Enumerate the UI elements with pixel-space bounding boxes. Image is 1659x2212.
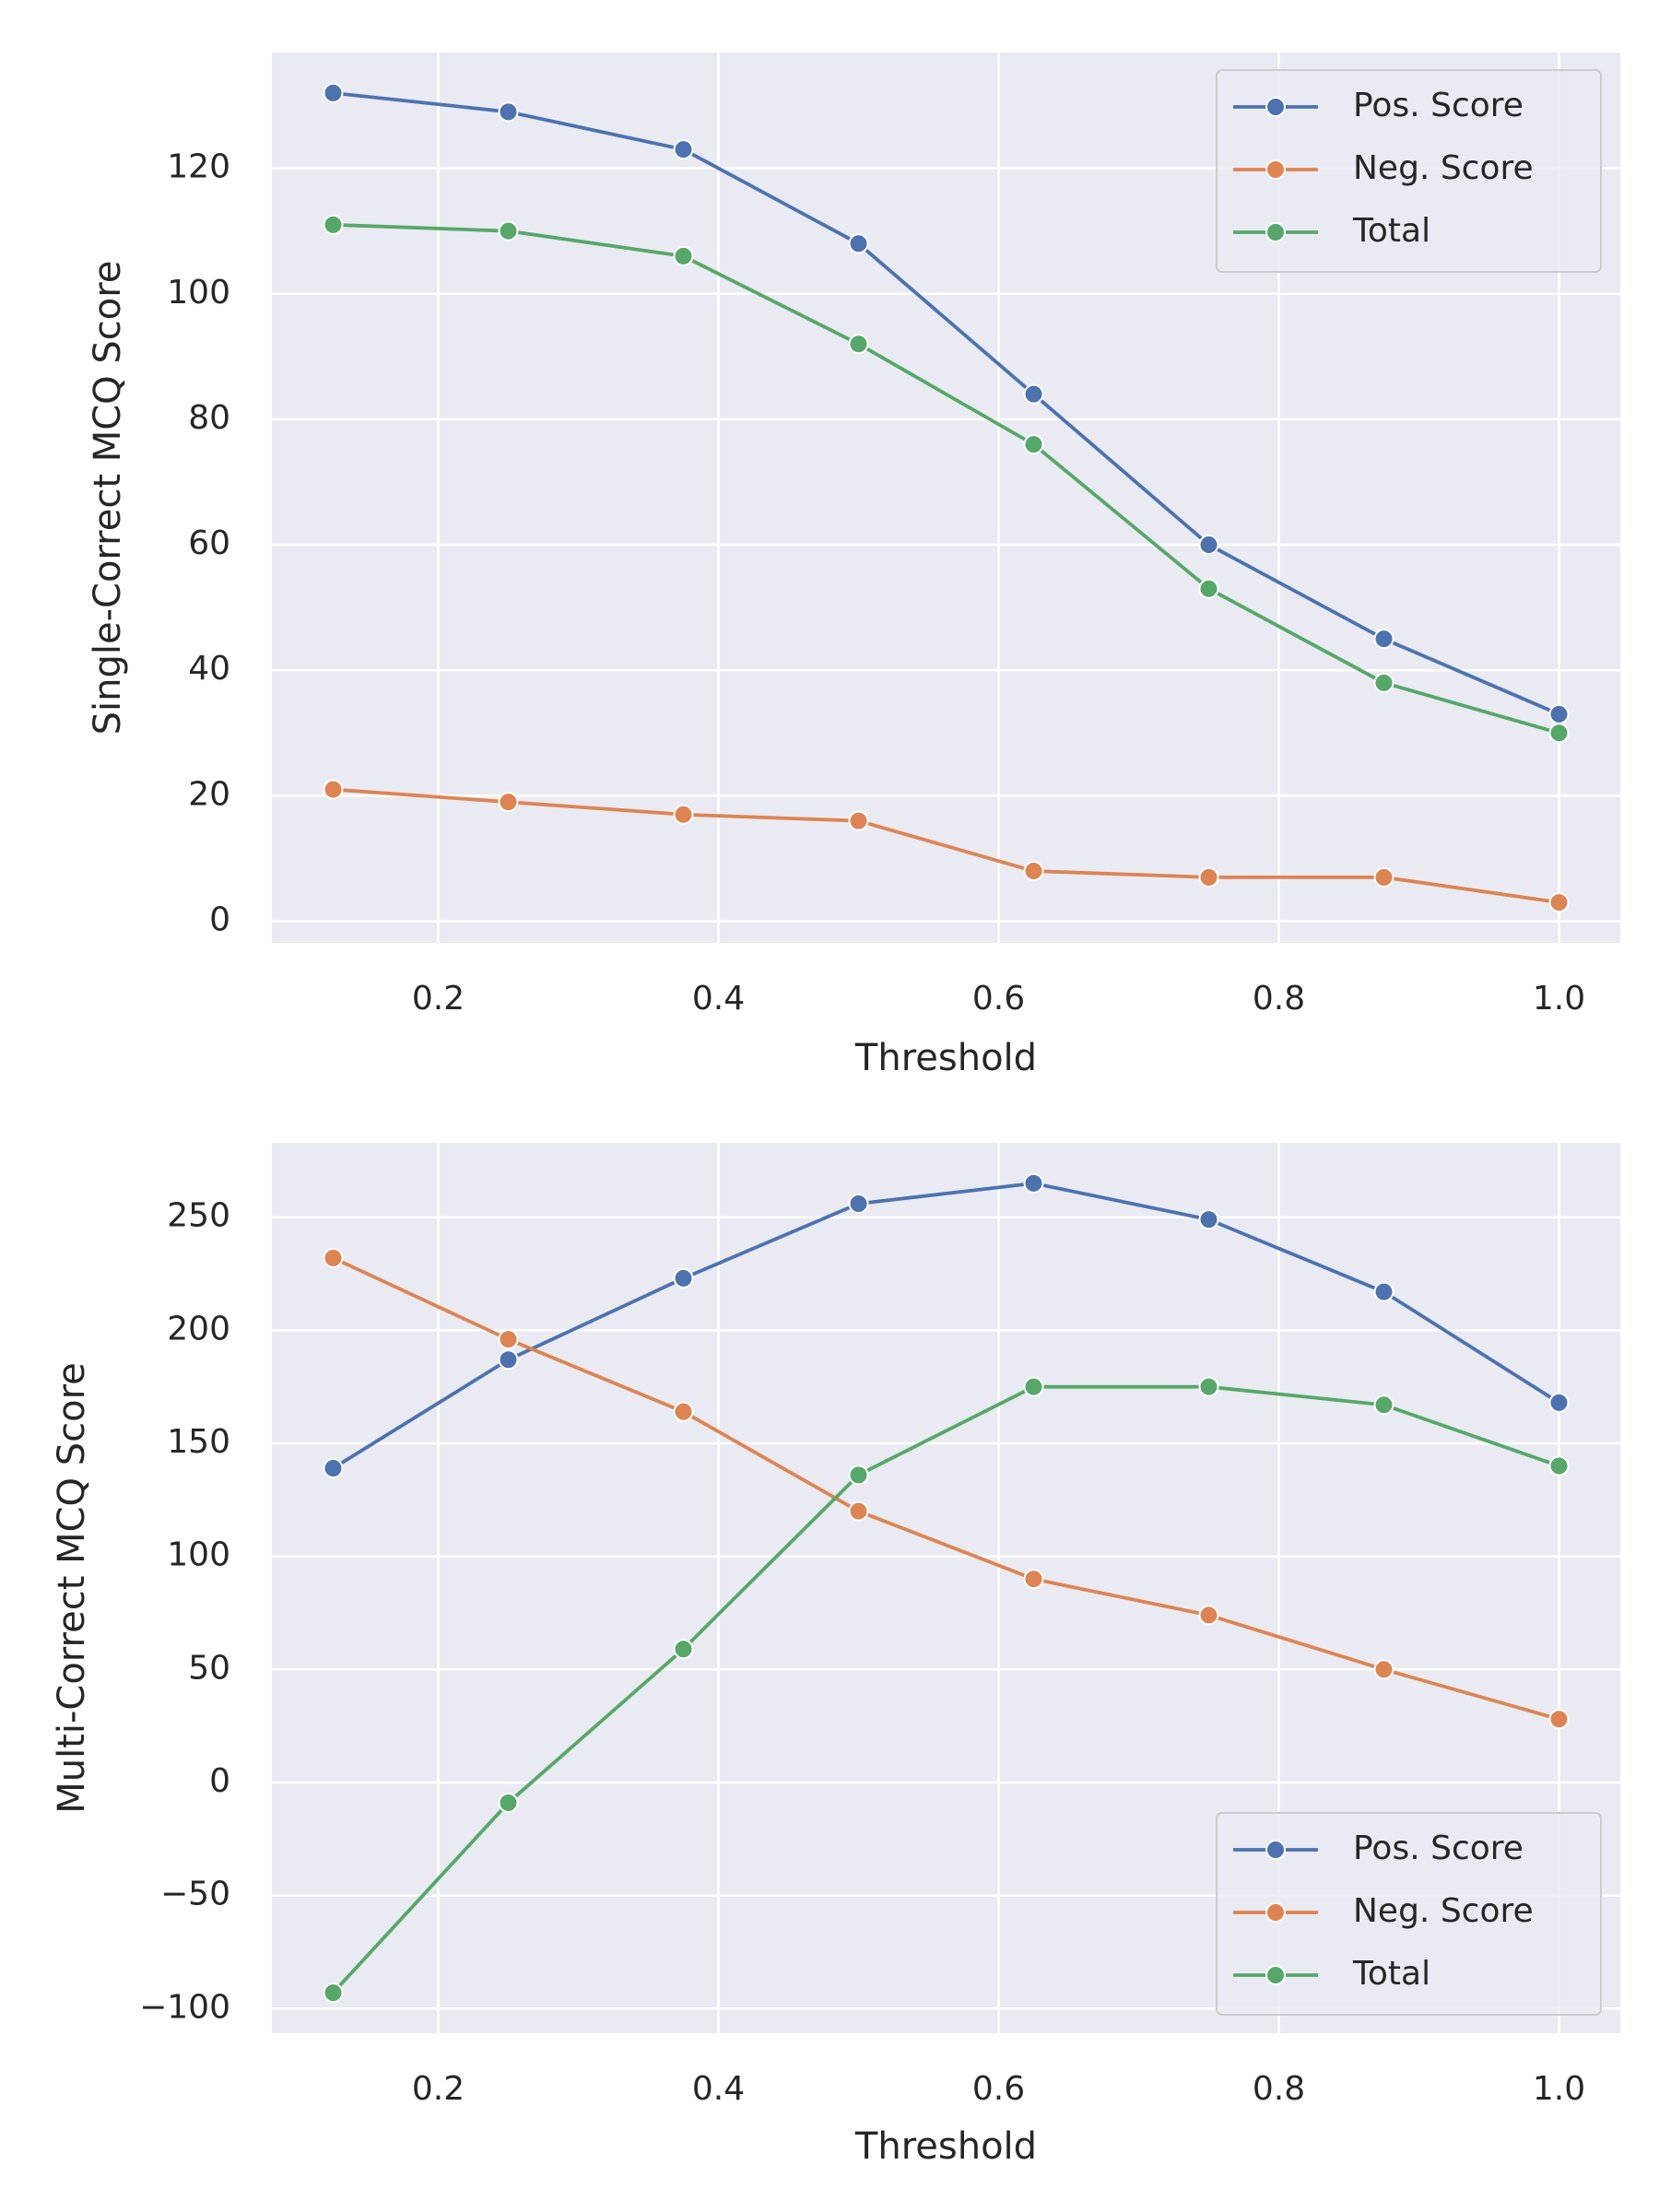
legend-marker [1265, 97, 1286, 117]
data-point [498, 220, 519, 241]
data-point [1373, 866, 1394, 888]
data-point [1198, 1209, 1219, 1230]
data-point [848, 1465, 869, 1486]
legend-marker [1265, 222, 1286, 242]
x-axis-label: Threshold [854, 2125, 1037, 2168]
data-point [1548, 892, 1570, 913]
legend-box [1216, 1812, 1602, 2016]
y-axis-label: Single-Correct MCQ Score [87, 261, 129, 735]
x-tick-label: 1.0 [1533, 980, 1585, 1018]
legend-marker [1265, 1965, 1286, 1985]
data-point [1198, 535, 1219, 556]
x-tick-label: 0.4 [692, 980, 745, 1018]
data-point [673, 1267, 694, 1288]
legend-label: Pos. Score [1353, 1830, 1524, 1867]
data-point [1373, 1394, 1394, 1416]
data-point [498, 792, 519, 813]
x-tick-label: 0.6 [972, 2070, 1025, 2108]
legend-box [1216, 69, 1602, 273]
data-point [1023, 1172, 1044, 1194]
data-point [1548, 1709, 1570, 1730]
legend-label: Total [1352, 212, 1430, 250]
legend-label: Neg. Score [1353, 149, 1534, 187]
y-tick-label: 250 [167, 1197, 230, 1235]
series-line [332, 1384, 1560, 1994]
data-point [673, 245, 694, 266]
data-point [673, 1639, 694, 1660]
data-point [1198, 578, 1219, 599]
x-tick-label: 0.8 [1253, 2070, 1305, 2108]
data-point [323, 82, 344, 103]
series-line [332, 1181, 1560, 1470]
data-point [498, 1793, 519, 1814]
data-point [498, 101, 519, 123]
data-point [1373, 672, 1394, 693]
x-tick-label: 0.6 [972, 980, 1025, 1018]
x-tick-label: 0.4 [692, 2070, 745, 2108]
data-point [673, 1401, 694, 1422]
x-tick-label: 0.2 [412, 980, 465, 1018]
data-point [1023, 434, 1044, 455]
legend-label: Neg. Score [1353, 1892, 1534, 1930]
y-tick-label: 50 [188, 1649, 230, 1687]
data-point [1023, 861, 1044, 882]
y-axis-label: Multi-Correct MCQ Score [51, 1362, 93, 1814]
data-point [323, 1457, 344, 1478]
data-point [848, 233, 869, 254]
data-point [323, 214, 344, 235]
data-point [498, 1329, 519, 1350]
data-point [848, 810, 869, 831]
x-tick-label: 0.2 [412, 2070, 465, 2108]
data-point [1198, 1376, 1219, 1397]
data-point [1023, 383, 1044, 405]
y-tick-label: 150 [167, 1423, 230, 1461]
legend-label: Pos. Score [1353, 87, 1524, 124]
series-line [333, 91, 1560, 716]
data-point [1548, 703, 1570, 724]
y-tick-label: 80 [188, 399, 230, 437]
x-axis-label: Threshold [854, 1037, 1037, 1079]
x-tick-label: 0.8 [1253, 980, 1305, 1018]
data-point [1198, 866, 1219, 888]
data-point [848, 1193, 869, 1214]
y-tick-label: 0 [209, 901, 230, 939]
y-tick-label: 100 [167, 274, 230, 312]
data-point [1548, 723, 1570, 744]
data-point [1548, 1392, 1570, 1413]
data-point [323, 1247, 344, 1268]
y-tick-label: −100 [139, 1988, 230, 2026]
legend-label: Total [1352, 1955, 1430, 1993]
data-point [673, 139, 694, 160]
data-point [323, 779, 344, 800]
data-point [848, 1500, 869, 1522]
data-point [1373, 629, 1394, 650]
y-tick-label: 0 [209, 1762, 230, 1800]
series-line [333, 787, 1559, 904]
series-line [333, 222, 1560, 735]
y-tick-label: 100 [167, 1536, 230, 1574]
data-point [673, 804, 694, 825]
data-point [1373, 1659, 1394, 1680]
x-tick-label: 1.0 [1533, 2070, 1585, 2108]
y-tick-label: 60 [188, 524, 230, 562]
legend-marker [1265, 159, 1286, 180]
legend-marker [1265, 1840, 1286, 1860]
data-point [1023, 1376, 1044, 1397]
data-point [1023, 1569, 1044, 1590]
legend-marker [1265, 1902, 1286, 1923]
y-tick-label: 40 [188, 650, 230, 688]
y-tick-label: 20 [188, 775, 230, 813]
data-point [498, 1349, 519, 1371]
y-tick-label: −50 [160, 1876, 230, 1913]
y-tick-label: 120 [167, 148, 230, 186]
data-point [1548, 1455, 1570, 1477]
data-point [1198, 1605, 1219, 1626]
series-line [332, 1256, 1560, 1722]
y-tick-label: 200 [167, 1310, 230, 1347]
data-point [323, 1983, 344, 2004]
data-point [1373, 1281, 1394, 1302]
data-point [848, 334, 869, 355]
